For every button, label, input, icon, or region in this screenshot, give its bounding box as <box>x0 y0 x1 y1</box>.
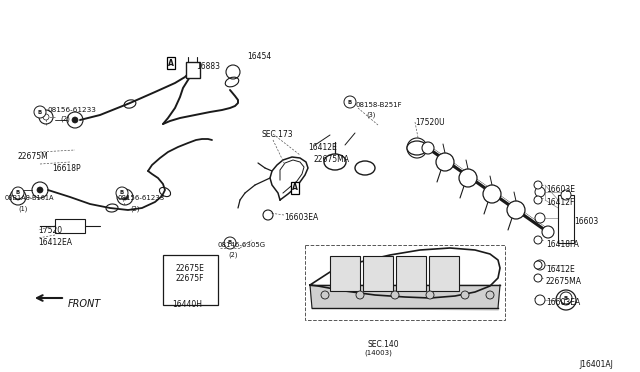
Circle shape <box>224 237 236 249</box>
Text: B: B <box>16 190 20 196</box>
Circle shape <box>534 274 542 282</box>
Text: B: B <box>228 241 232 246</box>
Text: 16418FA: 16418FA <box>546 240 579 249</box>
Bar <box>363 256 393 291</box>
Text: B: B <box>38 109 42 115</box>
Ellipse shape <box>324 154 346 170</box>
Circle shape <box>37 187 43 193</box>
Text: (2): (2) <box>60 116 70 122</box>
Circle shape <box>12 187 24 199</box>
Circle shape <box>116 187 128 199</box>
Text: 08158-B251F: 08158-B251F <box>356 102 403 108</box>
Text: 16603E: 16603E <box>546 185 575 194</box>
Text: (1): (1) <box>18 205 28 212</box>
Circle shape <box>542 226 554 238</box>
Bar <box>186 62 200 78</box>
Circle shape <box>43 114 49 120</box>
Circle shape <box>534 196 542 204</box>
Circle shape <box>560 292 572 304</box>
Circle shape <box>535 295 545 305</box>
Ellipse shape <box>407 141 427 155</box>
Bar <box>429 256 459 291</box>
Text: (3): (3) <box>366 112 376 119</box>
Text: FRONT: FRONT <box>68 299 101 309</box>
Circle shape <box>407 138 427 158</box>
Text: 08156-61233: 08156-61233 <box>118 195 165 201</box>
Text: 22675F: 22675F <box>175 274 204 283</box>
Circle shape <box>34 106 46 118</box>
Text: B: B <box>564 295 568 301</box>
Text: 22675MA: 22675MA <box>313 155 349 164</box>
Polygon shape <box>310 285 500 310</box>
Text: 16440H: 16440H <box>172 300 202 309</box>
Ellipse shape <box>355 161 375 175</box>
Circle shape <box>461 291 469 299</box>
Text: 16412F: 16412F <box>546 198 574 207</box>
Text: 16454: 16454 <box>247 52 271 61</box>
Text: 16412E: 16412E <box>546 265 575 274</box>
Bar <box>163 255 218 305</box>
Circle shape <box>344 96 356 108</box>
Circle shape <box>15 194 21 200</box>
Circle shape <box>561 190 571 200</box>
Bar <box>558 195 574 243</box>
Text: 16412E: 16412E <box>308 143 337 152</box>
Text: 16603: 16603 <box>574 217 598 226</box>
Circle shape <box>534 236 542 244</box>
Text: 16603EA: 16603EA <box>284 213 318 222</box>
Text: 08156-61233: 08156-61233 <box>48 107 97 113</box>
Text: A: A <box>292 183 298 192</box>
Text: 16883: 16883 <box>196 62 220 71</box>
Text: (2): (2) <box>228 252 237 259</box>
Circle shape <box>356 291 364 299</box>
Circle shape <box>556 290 576 310</box>
Circle shape <box>535 260 545 270</box>
Text: 08B1A8-B161A: 08B1A8-B161A <box>5 195 54 201</box>
Circle shape <box>122 194 128 200</box>
Text: 16618P: 16618P <box>52 164 81 173</box>
Circle shape <box>534 261 542 269</box>
Circle shape <box>436 153 454 171</box>
Text: 17520U: 17520U <box>415 118 445 127</box>
Bar <box>305 245 505 320</box>
Text: B: B <box>120 190 124 196</box>
Circle shape <box>535 213 545 223</box>
Text: 16603EA: 16603EA <box>546 298 580 307</box>
Circle shape <box>426 291 434 299</box>
Circle shape <box>459 169 477 187</box>
Text: J16401AJ: J16401AJ <box>579 360 613 369</box>
Text: (14003): (14003) <box>364 350 392 356</box>
Circle shape <box>422 142 434 154</box>
Text: 16412EA: 16412EA <box>38 238 72 247</box>
Circle shape <box>507 201 525 219</box>
Circle shape <box>483 185 501 203</box>
Text: 22675MA: 22675MA <box>546 277 582 286</box>
Circle shape <box>561 295 571 305</box>
Circle shape <box>486 291 494 299</box>
Circle shape <box>391 291 399 299</box>
Text: SEC.173: SEC.173 <box>261 130 292 139</box>
Text: 22675M: 22675M <box>18 152 49 161</box>
Circle shape <box>535 187 545 197</box>
Bar <box>396 256 426 291</box>
Text: A: A <box>168 58 174 67</box>
Text: SEC.140: SEC.140 <box>367 340 399 349</box>
Text: 22675E: 22675E <box>175 264 204 273</box>
Text: 08146-6305G: 08146-6305G <box>218 242 266 248</box>
Text: (2): (2) <box>130 205 140 212</box>
Text: B: B <box>348 99 352 105</box>
Bar <box>55 219 85 233</box>
Circle shape <box>72 117 78 123</box>
Circle shape <box>321 291 329 299</box>
Circle shape <box>534 181 542 189</box>
Bar <box>330 256 360 291</box>
Text: 17520: 17520 <box>38 226 62 235</box>
